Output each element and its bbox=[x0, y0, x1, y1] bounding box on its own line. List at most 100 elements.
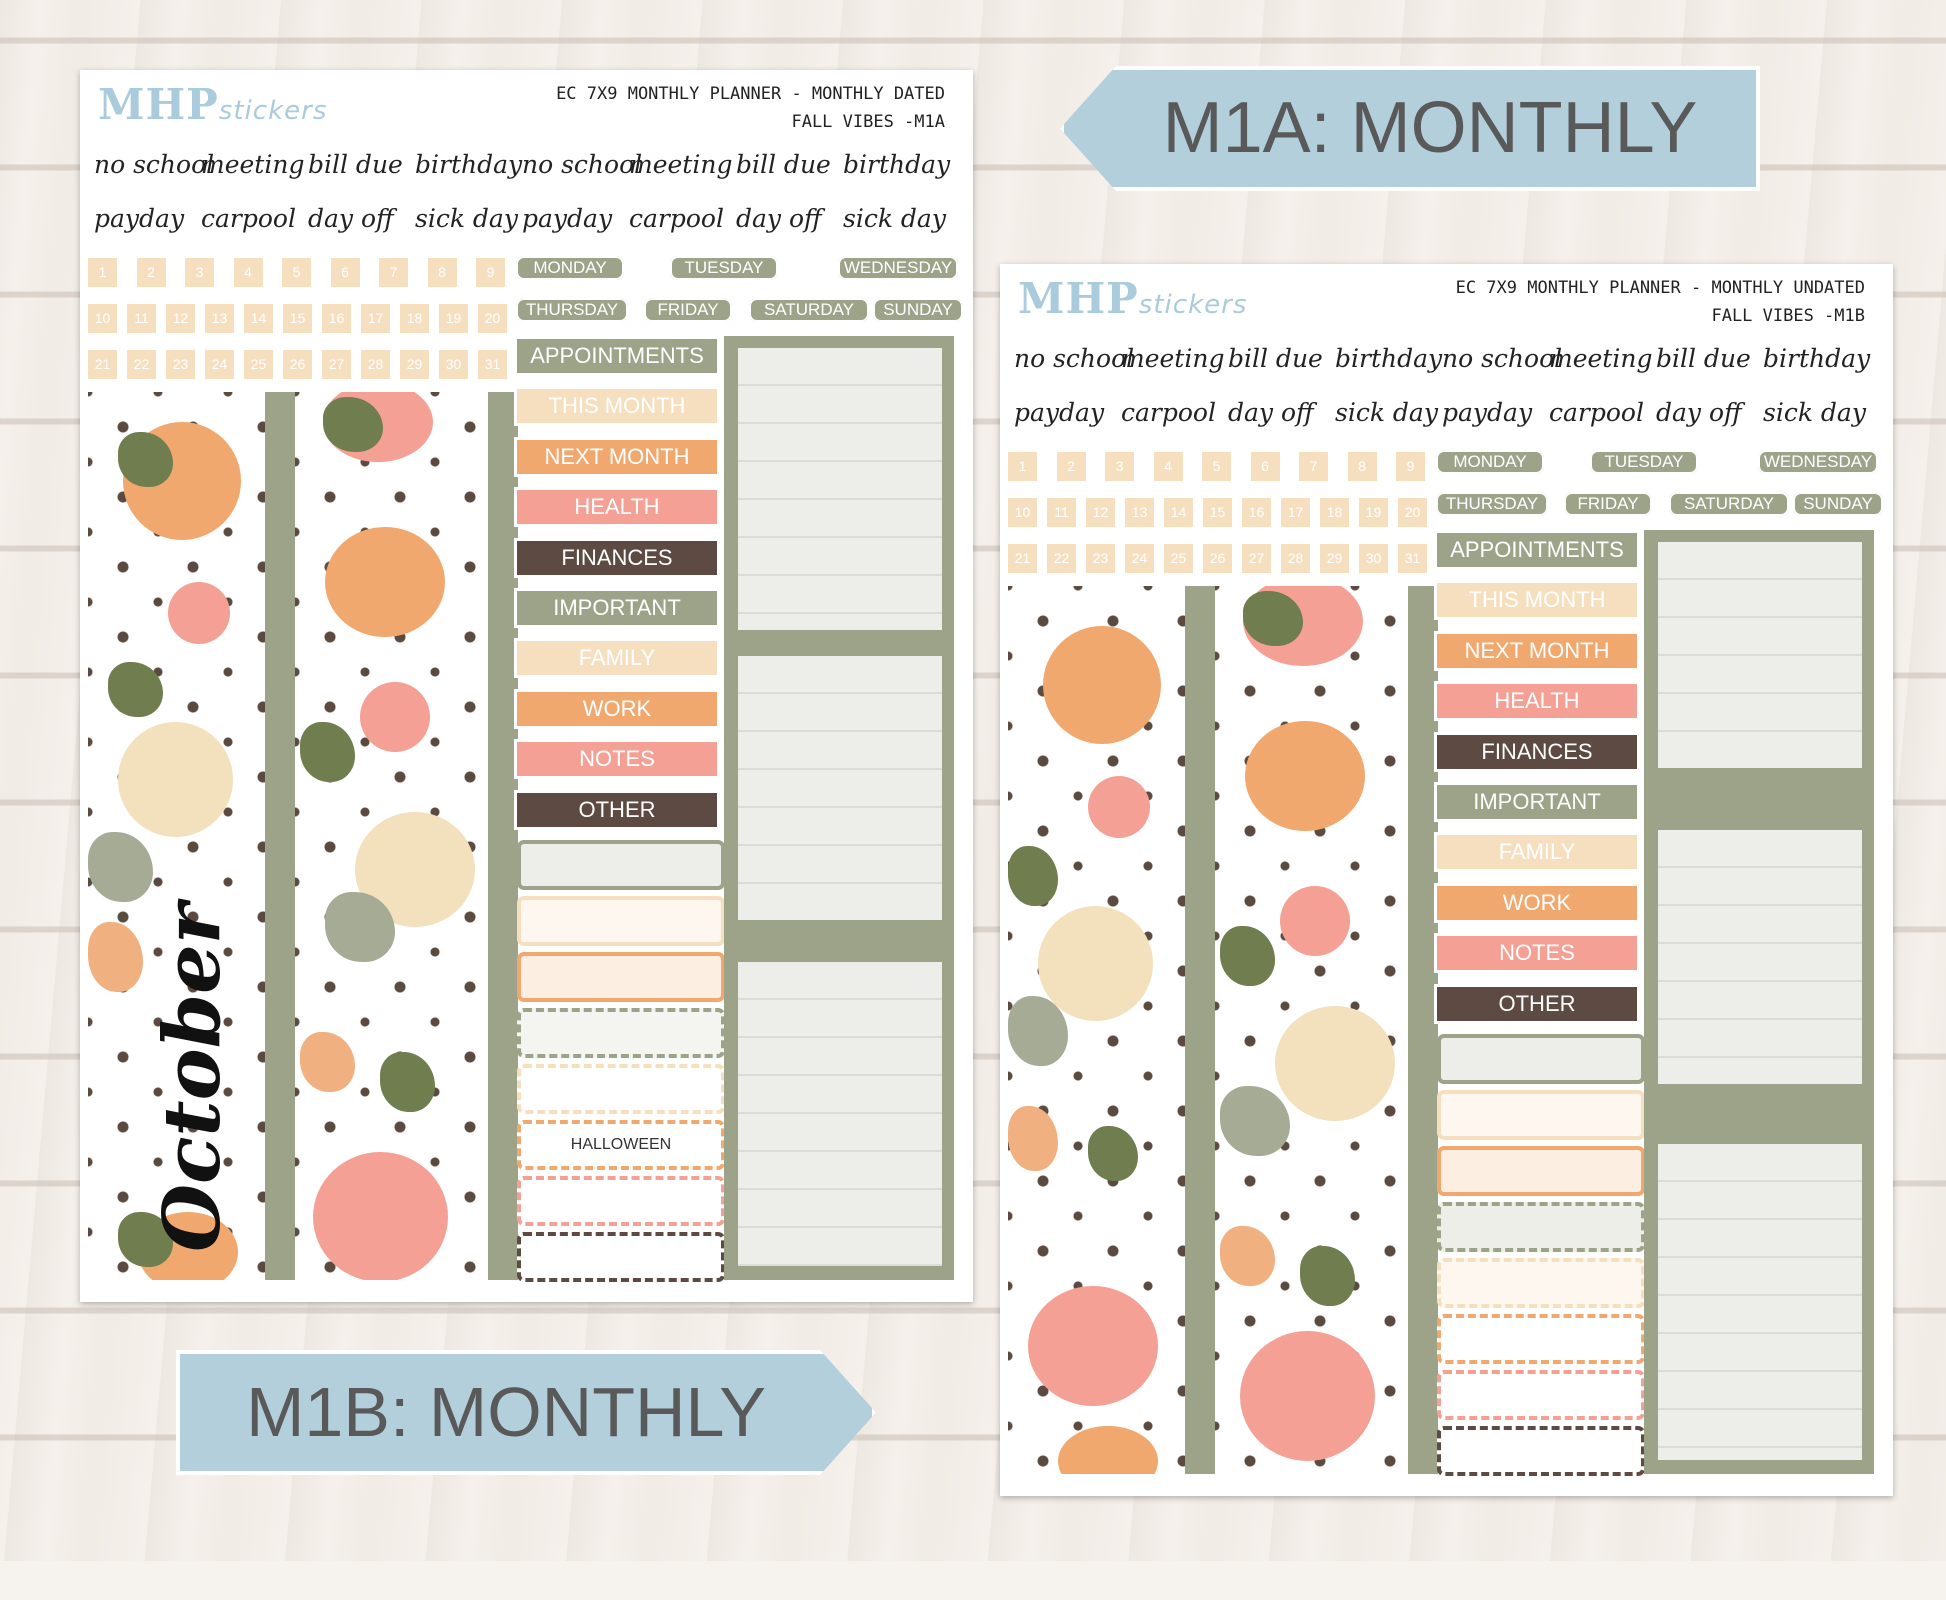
tag-m1a: M1A: MONTHLY DATED bbox=[1060, 66, 1760, 191]
leaf-icon bbox=[1008, 1106, 1058, 1171]
date-sticker: 20 bbox=[478, 304, 507, 333]
date-sticker: 6 bbox=[1250, 452, 1280, 481]
date-sticker: 15 bbox=[1203, 498, 1232, 527]
leaf-icon bbox=[118, 1212, 173, 1267]
brand-logo: MHPstickers bbox=[98, 80, 327, 129]
category-label-sticker: NOTES bbox=[1434, 933, 1640, 974]
category-label-sticker: NOTES bbox=[514, 739, 720, 780]
blank-sticker bbox=[517, 840, 725, 890]
date-sticker: 3 bbox=[1105, 452, 1134, 481]
category-label-sticker: FAMILY bbox=[1434, 832, 1640, 873]
weekday-sticker: SUNDAY bbox=[1793, 492, 1883, 516]
date-sticker: 17 bbox=[1281, 498, 1310, 527]
date-sticker: 19 bbox=[1359, 498, 1388, 527]
category-label-sticker: APPOINTMENTS bbox=[514, 336, 720, 376]
date-sticker: 30 bbox=[439, 350, 468, 379]
weekday-sticker: MONDAY bbox=[1436, 450, 1544, 474]
pumpkin-icon bbox=[168, 582, 230, 644]
date-sticker: 7 bbox=[379, 258, 408, 287]
date-sticker: 6 bbox=[330, 258, 360, 287]
lined-box bbox=[1658, 542, 1862, 768]
sheet-header: EC 7X9 MONTHLY PLANNER - MONTHLY UNDATED… bbox=[1265, 274, 1865, 330]
pumpkin-icon bbox=[1240, 1331, 1375, 1461]
date-sticker: 11 bbox=[127, 304, 156, 333]
script-word-sticker: bill due bbox=[1656, 344, 1751, 373]
blank-sticker bbox=[517, 1176, 725, 1226]
date-sticker: 9 bbox=[1396, 452, 1425, 481]
weekday-sticker: SUNDAY bbox=[873, 298, 963, 322]
blank-sticker bbox=[517, 1064, 725, 1114]
date-sticker: 27 bbox=[1242, 544, 1271, 573]
sage-column bbox=[1185, 586, 1215, 1474]
date-sticker: 16 bbox=[1242, 498, 1271, 527]
weekday-sticker: FRIDAY bbox=[1564, 492, 1652, 516]
date-sticker: 24 bbox=[205, 350, 234, 379]
script-word-sticker: meeting bbox=[201, 150, 305, 179]
header-line-1: EC 7X9 MONTHLY PLANNER - MONTHLY DATED bbox=[556, 84, 945, 104]
script-word-sticker: birthday bbox=[1763, 344, 1871, 373]
lined-box bbox=[1658, 830, 1862, 1084]
tag-m1b: M1B: MONTHLY UNDATED bbox=[176, 1350, 876, 1475]
date-sticker: 5 bbox=[282, 258, 311, 287]
date-sticker: 18 bbox=[1320, 498, 1349, 527]
date-sticker: 28 bbox=[361, 350, 390, 379]
leaf-icon bbox=[118, 432, 173, 487]
pumpkin-icon bbox=[1028, 1286, 1158, 1406]
halloween-sticker: HALLOWEEN bbox=[517, 1120, 725, 1170]
date-sticker: 10 bbox=[1008, 498, 1037, 527]
date-sticker: 9 bbox=[476, 258, 505, 287]
script-word-sticker: bill due bbox=[736, 150, 831, 179]
category-label-sticker: IMPORTANT bbox=[514, 588, 720, 628]
pumpkin-icon bbox=[325, 527, 445, 637]
script-word-sticker: carpool bbox=[629, 204, 724, 233]
date-sticker: 21 bbox=[88, 350, 117, 379]
notes-panel bbox=[724, 336, 954, 1280]
category-label-sticker: FAMILY bbox=[514, 638, 720, 679]
date-sticker: 1 bbox=[88, 258, 117, 287]
pumpkin-icon bbox=[1275, 1006, 1395, 1121]
blank-sticker bbox=[1437, 1090, 1645, 1140]
date-sticker: 31 bbox=[1398, 544, 1427, 573]
pumpkin-icon bbox=[1280, 886, 1350, 956]
date-sticker: 13 bbox=[205, 304, 234, 333]
brand-small: stickers bbox=[1138, 290, 1248, 320]
blank-sticker bbox=[517, 1008, 725, 1058]
weekday-sticker: WEDNESDAY bbox=[1758, 450, 1878, 474]
weekday-sticker: THURSDAY bbox=[1436, 492, 1548, 516]
weekday-sticker: FRIDAY bbox=[644, 298, 732, 322]
sticker-sheet-m1a: MHPstickers EC 7X9 MONTHLY PLANNER - MON… bbox=[80, 70, 973, 1302]
weekday-sticker: SATURDAY bbox=[1669, 492, 1789, 516]
date-sticker: 30 bbox=[1359, 544, 1388, 573]
date-sticker: 26 bbox=[283, 350, 312, 379]
blank-sticker bbox=[1437, 1314, 1645, 1364]
date-sticker: 27 bbox=[322, 350, 351, 379]
pumpkin-pattern-strip: October bbox=[88, 392, 265, 1280]
script-word-sticker: no school bbox=[94, 150, 215, 179]
script-word-sticker: no school bbox=[1442, 344, 1563, 373]
sticker-sheet-m1b: MHPstickers EC 7X9 MONTHLY PLANNER - MON… bbox=[1000, 264, 1893, 1496]
date-sticker: 21 bbox=[1008, 544, 1037, 573]
date-sticker: 25 bbox=[1164, 544, 1193, 573]
weekday-sticker: THURSDAY bbox=[516, 298, 628, 322]
script-word-sticker: payday bbox=[1442, 398, 1533, 427]
date-sticker: 8 bbox=[427, 258, 457, 287]
script-word-sticker: carpool bbox=[201, 204, 296, 233]
script-word-sticker: birthday bbox=[1335, 344, 1443, 373]
category-label-sticker: OTHER bbox=[514, 789, 720, 830]
blank-sticker bbox=[1437, 1202, 1645, 1252]
category-label-sticker: FINANCES bbox=[514, 537, 720, 578]
leaf-icon bbox=[1008, 846, 1058, 906]
date-sticker: 23 bbox=[166, 350, 195, 379]
script-word-sticker: payday bbox=[94, 204, 185, 233]
category-label-sticker: APPOINTMENTS bbox=[1434, 530, 1640, 570]
leaf-icon bbox=[88, 832, 153, 902]
leaf-icon bbox=[1008, 996, 1068, 1066]
leaf-icon bbox=[300, 722, 355, 782]
sage-column bbox=[488, 392, 518, 1280]
script-word-sticker: day off bbox=[308, 204, 394, 233]
script-word-sticker: meeting bbox=[629, 150, 733, 179]
month-word: October bbox=[146, 903, 238, 1252]
category-label-sticker: NEXT MONTH bbox=[1434, 630, 1640, 671]
category-label-sticker: WORK bbox=[1434, 882, 1640, 923]
lined-box bbox=[1658, 1144, 1862, 1460]
